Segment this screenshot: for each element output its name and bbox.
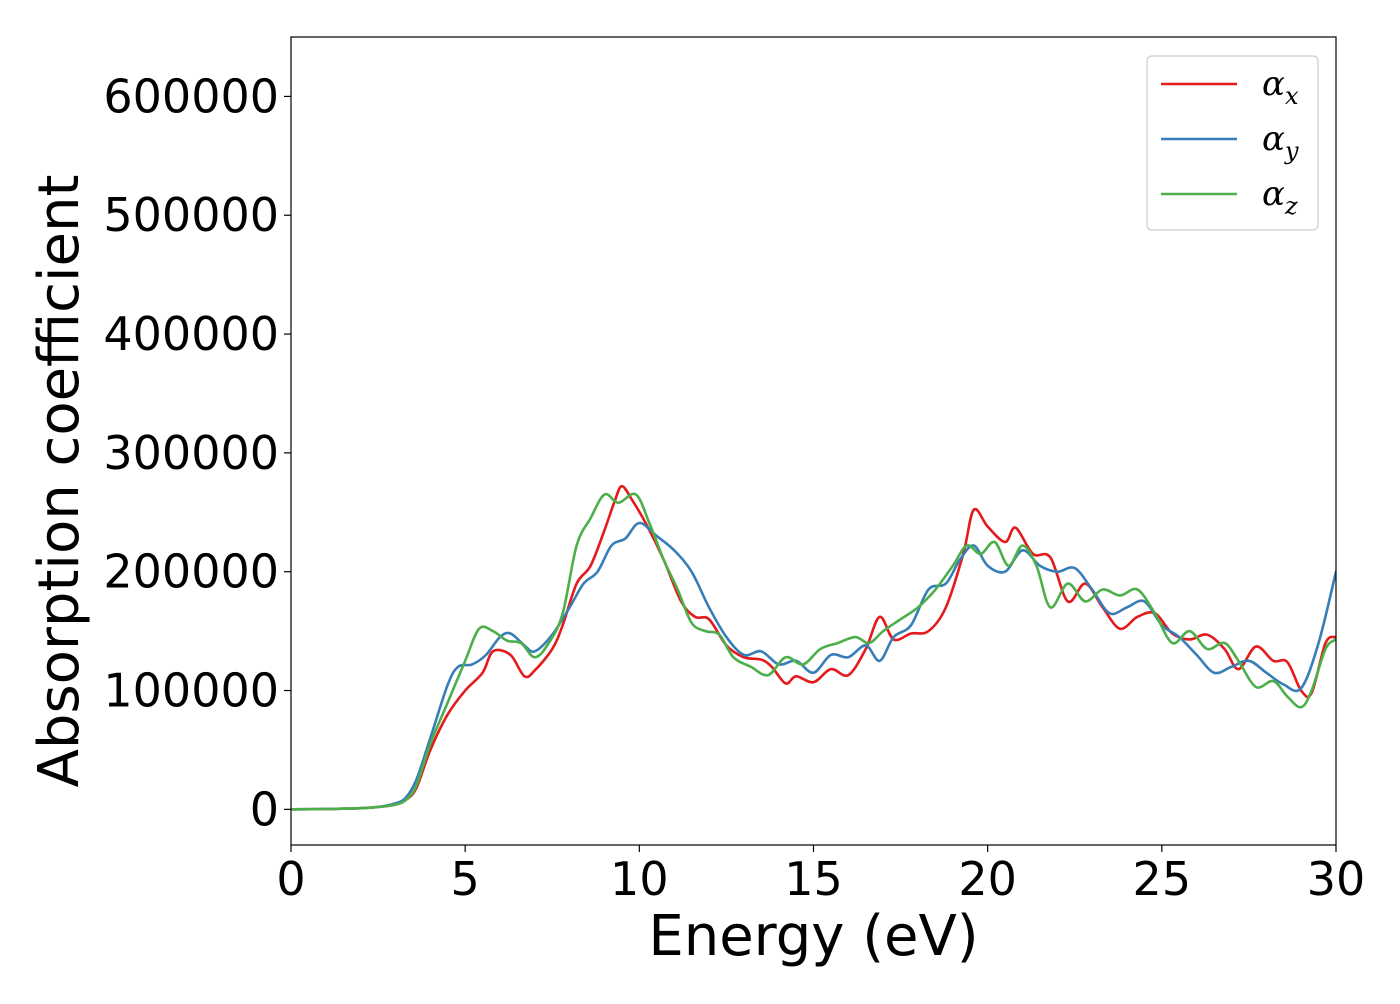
x-axis-ticks: 0 5 10 15 20 25 30 [276,845,1365,906]
legend-label-z: αz [1262,174,1298,220]
legend-label-y: αy [1262,119,1299,165]
legend-label-subscript: x [1285,82,1299,110]
series-line-y [291,521,1336,811]
series-line-x [291,484,1336,811]
legend-box [1146,55,1319,231]
series-line-z [291,492,1336,811]
legend-label-subscript: y [1284,137,1299,165]
y-axis-label: Absorption coefficient [27,175,92,788]
series-layer [291,484,1336,811]
x-tick-label: 30 [1307,852,1366,906]
y-tick-label: 200000 [103,545,279,599]
legend-label-base: α [1262,64,1285,104]
x-axis-label: Energy (eV) [648,904,978,969]
y-tick-label: 400000 [103,307,279,361]
legend-label-subscript: z [1284,192,1298,220]
y-tick-label: 0 [250,782,279,836]
legend-label-base: α [1262,174,1285,214]
y-tick-label: 500000 [103,188,279,242]
y-tick-label: 600000 [103,69,279,123]
x-tick-label: 20 [958,852,1017,906]
legend-label-base: α [1262,119,1285,159]
x-tick-label: 10 [610,852,669,906]
x-tick-label: 5 [451,852,480,906]
y-tick-label: 300000 [103,426,279,480]
x-tick-label: 15 [784,852,843,906]
x-tick-label: 25 [1133,852,1192,906]
legend-label-x: αx [1262,64,1299,110]
y-tick-label: 100000 [103,664,279,718]
y-axis-ticks: 0 100000 200000 300000 400000 500000 600000 [103,69,291,836]
x-tick-label: 0 [276,852,305,906]
